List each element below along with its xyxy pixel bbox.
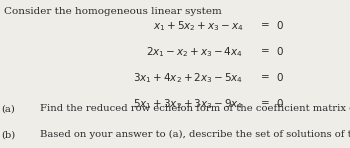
Text: Consider the homogeneous linear system: Consider the homogeneous linear system (4, 7, 221, 16)
Text: $=$: $=$ (258, 45, 270, 54)
Text: Find the reduced row echelon form of the coefficient matrix of this system.: Find the reduced row echelon form of the… (40, 104, 350, 113)
Text: $2x_1 - x_2 + x_3 - 4x_4$: $2x_1 - x_2 + x_3 - 4x_4$ (146, 45, 243, 59)
Text: (a): (a) (2, 104, 16, 113)
Text: (b): (b) (2, 130, 16, 139)
Text: $x_1 + 5x_2 + x_3 - x_4$: $x_1 + 5x_2 + x_3 - x_4$ (153, 19, 243, 33)
Text: $=$: $=$ (258, 19, 270, 28)
Text: $0$: $0$ (276, 71, 284, 83)
Text: Based on your answer to (a), describe the set of solutions of this system as: Based on your answer to (a), describe th… (40, 130, 350, 139)
Text: $=$: $=$ (258, 97, 270, 106)
Text: $5x_1 + 3x_2 + 3x_3 - 9x_4$: $5x_1 + 3x_2 + 3x_3 - 9x_4$ (133, 97, 243, 111)
Text: $=$: $=$ (258, 71, 270, 80)
Text: $0$: $0$ (276, 97, 284, 109)
Text: $0$: $0$ (276, 45, 284, 57)
Text: $3x_1 + 4x_2 + 2x_3 - 5x_4$: $3x_1 + 4x_2 + 2x_3 - 5x_4$ (133, 71, 243, 85)
Text: $0$: $0$ (276, 19, 284, 31)
